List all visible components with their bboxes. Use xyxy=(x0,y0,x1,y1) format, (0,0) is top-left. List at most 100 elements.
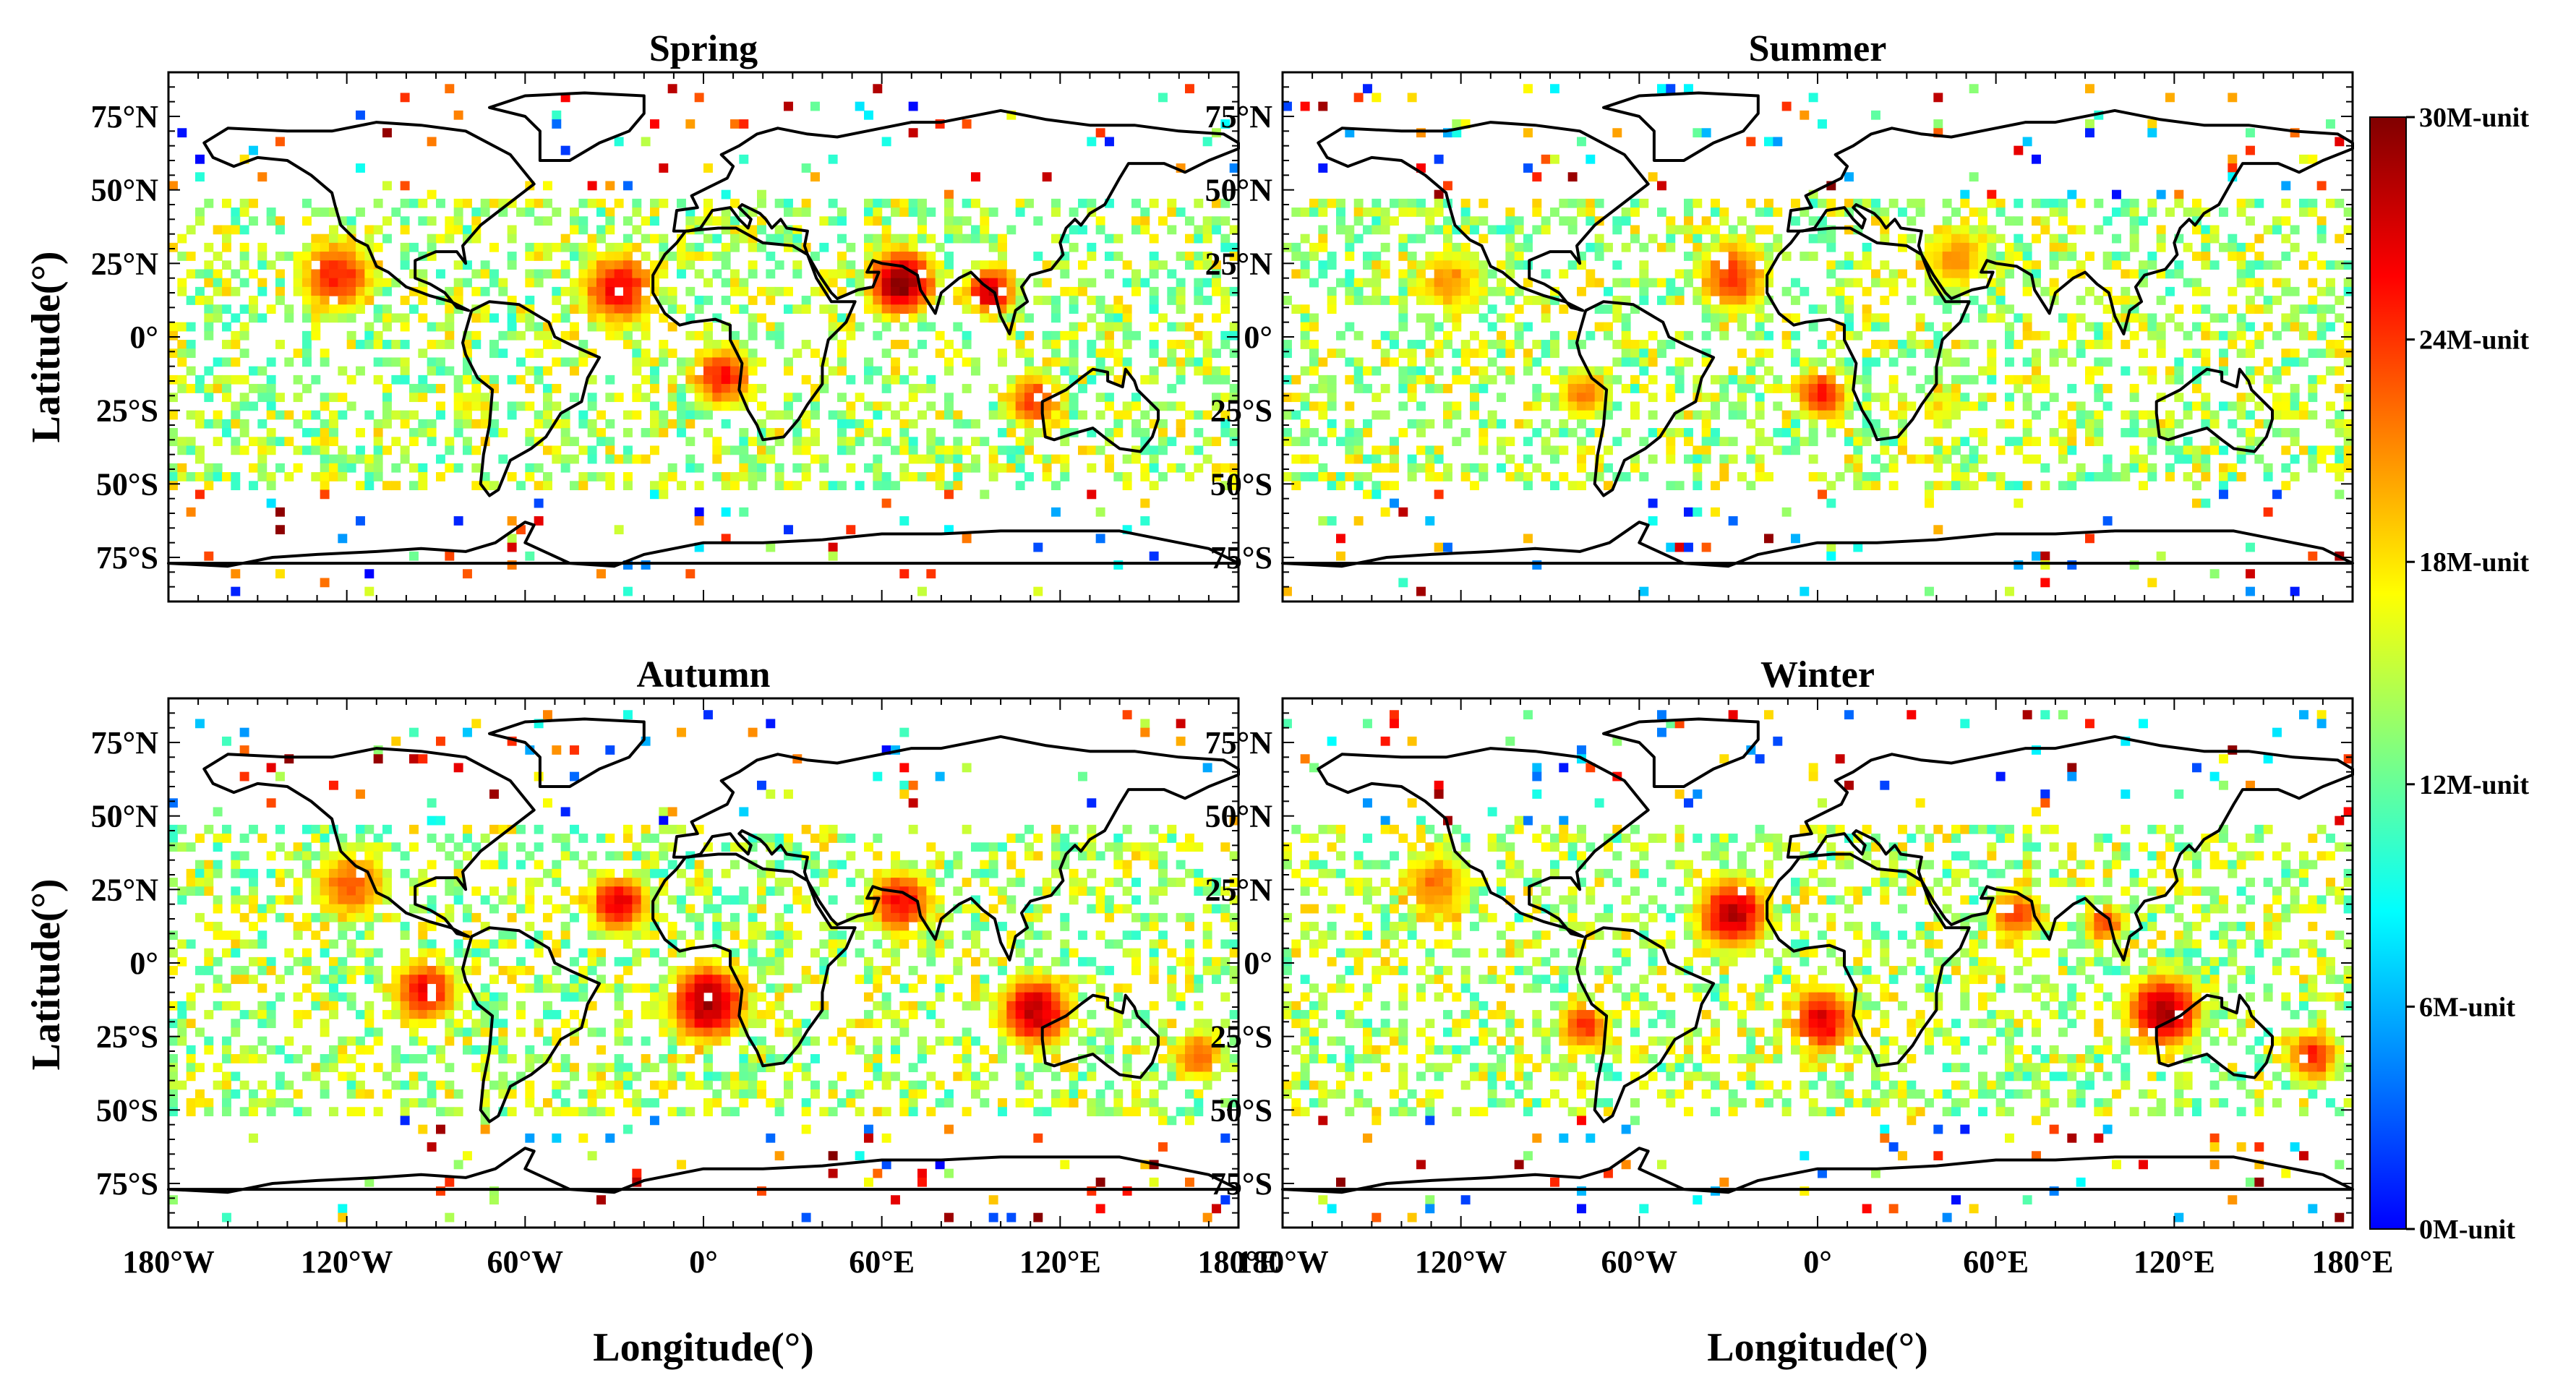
heat-cell xyxy=(498,930,508,941)
heat-cell xyxy=(1684,198,1693,208)
heat-cell xyxy=(2076,410,2086,420)
heat-cell xyxy=(2246,437,2255,447)
heat-cell xyxy=(1586,401,1596,411)
heat-cell xyxy=(2094,472,2104,481)
heat-cell xyxy=(971,842,980,852)
heat-cell xyxy=(792,207,803,217)
heat-cell xyxy=(552,445,562,455)
heat-cell xyxy=(774,886,784,896)
heat-cell xyxy=(373,313,383,323)
heat-cell xyxy=(463,912,472,922)
heat-cell xyxy=(1390,330,1399,341)
heat-cell xyxy=(1755,304,1765,314)
heat-cell xyxy=(899,939,910,949)
heat-cell xyxy=(2272,260,2282,270)
heat-cell xyxy=(2102,472,2113,481)
heat-cell xyxy=(828,198,838,208)
heat-cell xyxy=(971,304,980,314)
heat-cell xyxy=(257,445,268,455)
heat-cell xyxy=(2058,410,2068,420)
heat-cell xyxy=(346,313,356,323)
heat-cell xyxy=(1915,207,1925,217)
heat-cell xyxy=(329,225,338,235)
heat-cell xyxy=(1167,948,1177,958)
heat-cell xyxy=(1523,322,1533,332)
heat-cell xyxy=(436,234,445,244)
heat-cell xyxy=(1042,886,1052,896)
heat-cell xyxy=(1746,304,1756,314)
heat-cell xyxy=(1425,313,1435,323)
heat-cell xyxy=(1674,366,1685,376)
heat-cell xyxy=(570,322,579,332)
heat-cell xyxy=(623,286,633,296)
heat-cell xyxy=(623,886,633,896)
heat-cell xyxy=(364,410,375,420)
heat-cell xyxy=(650,481,659,491)
heat-cell xyxy=(489,956,499,967)
heat-cell xyxy=(1060,260,1070,270)
heat-cell xyxy=(445,437,455,447)
heat-cell xyxy=(917,895,927,905)
heat-cell xyxy=(382,181,392,191)
heat-cell xyxy=(1149,286,1159,296)
heat-cell xyxy=(659,234,669,244)
heat-cell xyxy=(1407,93,1417,103)
heat-cell xyxy=(436,736,445,746)
heat-cell xyxy=(685,569,696,579)
heat-cell xyxy=(1523,348,1533,359)
heat-cell xyxy=(1443,181,1452,191)
heat-cell xyxy=(1131,330,1141,341)
heat-cell xyxy=(2147,207,2157,217)
heat-cell xyxy=(774,939,784,949)
heat-cell xyxy=(1060,410,1070,420)
heat-cell xyxy=(1969,207,1979,217)
heat-cell xyxy=(641,895,651,905)
heat-cell xyxy=(1880,393,1890,403)
heat-cell xyxy=(792,428,803,437)
heat-cell xyxy=(1559,198,1569,208)
heat-cell xyxy=(881,313,891,323)
heat-cell xyxy=(1087,798,1097,808)
heat-cell xyxy=(2165,313,2175,323)
heat-cell xyxy=(1639,198,1649,208)
heat-cell xyxy=(614,269,624,279)
heat-cell xyxy=(1407,454,1417,464)
heat-cell xyxy=(1719,286,1729,296)
heat-cell xyxy=(1122,357,1132,367)
heat-cell xyxy=(1300,340,1310,349)
heat-cell xyxy=(168,348,178,359)
heat-cell xyxy=(1666,542,1676,552)
heat-cell xyxy=(204,330,214,341)
heat-cell xyxy=(257,252,268,261)
heat-cell xyxy=(329,472,338,481)
heat-cell xyxy=(650,428,659,437)
heat-cell xyxy=(213,304,223,314)
heat-cell xyxy=(400,181,410,191)
heat-cell xyxy=(2076,401,2086,411)
heat-cell xyxy=(1372,269,1382,279)
heat-cell xyxy=(329,912,338,922)
heat-cell xyxy=(766,428,776,437)
heat-cell xyxy=(1229,286,1239,296)
heat-cell xyxy=(1657,181,1666,191)
heat-cell xyxy=(204,551,214,561)
heat-cell xyxy=(302,242,312,252)
heat-cell xyxy=(828,366,838,376)
heat-cell xyxy=(2308,463,2318,473)
heat-cell xyxy=(810,101,820,111)
heat-cell xyxy=(1621,472,1631,481)
heat-cell xyxy=(2094,384,2104,393)
heat-cell xyxy=(2165,374,2175,385)
heat-cell xyxy=(1149,824,1159,834)
heat-cell xyxy=(1791,445,1800,455)
heat-cell xyxy=(1862,357,1872,367)
heat-cell xyxy=(1452,366,1462,376)
heat-cell xyxy=(1978,252,1987,261)
heat-cell xyxy=(1309,207,1319,217)
heat-cell xyxy=(2192,348,2201,359)
heat-cell xyxy=(1808,93,1818,103)
heat-cell xyxy=(587,278,597,288)
heat-cell xyxy=(560,330,570,341)
heat-cell xyxy=(703,886,713,896)
heat-cell xyxy=(1621,242,1631,252)
